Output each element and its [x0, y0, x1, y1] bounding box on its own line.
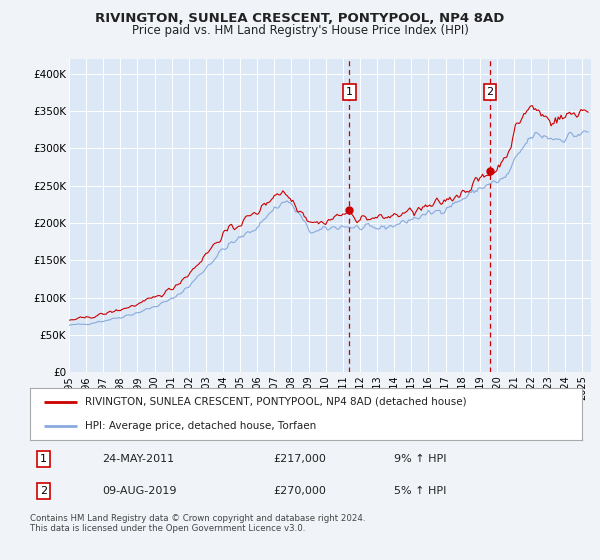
- Text: RIVINGTON, SUNLEA CRESCENT, PONTYPOOL, NP4 8AD: RIVINGTON, SUNLEA CRESCENT, PONTYPOOL, N…: [95, 12, 505, 25]
- Text: Contains HM Land Registry data © Crown copyright and database right 2024.
This d: Contains HM Land Registry data © Crown c…: [30, 514, 365, 534]
- Text: 2: 2: [487, 87, 494, 97]
- Text: RIVINGTON, SUNLEA CRESCENT, PONTYPOOL, NP4 8AD (detached house): RIVINGTON, SUNLEA CRESCENT, PONTYPOOL, N…: [85, 397, 467, 407]
- Text: 5% ↑ HPI: 5% ↑ HPI: [394, 486, 446, 496]
- Text: 1: 1: [40, 454, 47, 464]
- Text: 09-AUG-2019: 09-AUG-2019: [102, 486, 176, 496]
- Text: 1: 1: [346, 87, 353, 97]
- Text: £217,000: £217,000: [273, 454, 326, 464]
- Text: 9% ↑ HPI: 9% ↑ HPI: [394, 454, 447, 464]
- Text: 2: 2: [40, 486, 47, 496]
- Text: £270,000: £270,000: [273, 486, 326, 496]
- Text: 24-MAY-2011: 24-MAY-2011: [102, 454, 174, 464]
- Text: Price paid vs. HM Land Registry's House Price Index (HPI): Price paid vs. HM Land Registry's House …: [131, 24, 469, 36]
- Text: HPI: Average price, detached house, Torfaen: HPI: Average price, detached house, Torf…: [85, 421, 316, 431]
